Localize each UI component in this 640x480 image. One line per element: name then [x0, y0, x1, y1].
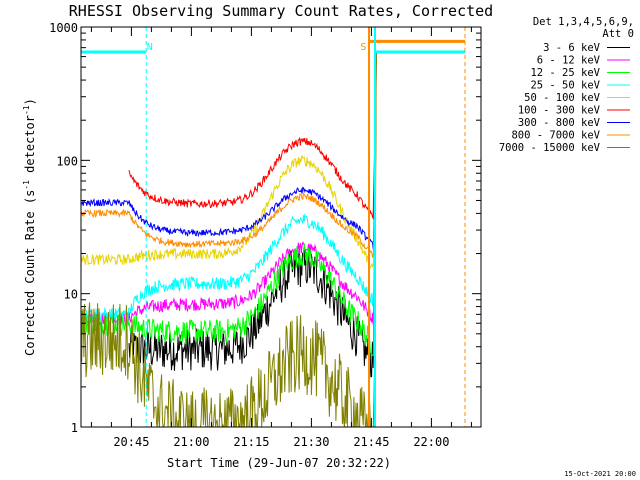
- series-line: [80, 51, 377, 429]
- x-axis: 20:45 21:00 21:15 21:30 21:45 22:00: [90, 27, 472, 449]
- chart-title: RHESSI Observing Summary Count Rates, Co…: [69, 2, 493, 20]
- x-tick-label: 22:00: [413, 435, 449, 449]
- series-line: [80, 51, 377, 250]
- legend-entry-label: 50 - 100 keV: [524, 92, 601, 104]
- x-tick-label: 21:00: [173, 435, 209, 449]
- legend-header-line1: Det 1,3,4,5,6,9,: [533, 16, 634, 28]
- flag-marker-label: S: [360, 42, 366, 53]
- y-tick-label: 1: [71, 421, 78, 435]
- y-axis: 1 10 100 1000: [49, 21, 481, 435]
- legend-entry-label: 3 - 6 keV: [543, 42, 601, 54]
- x-tick-label: 21:15: [233, 435, 269, 449]
- x-axis-label: Start Time (29-Jun-07 20:32:22): [167, 456, 391, 470]
- timestamp-stamp: 15-Oct-2021 20:00: [564, 470, 636, 478]
- legend-entry-label: 25 - 50 keV: [530, 80, 600, 92]
- legend-entry-label: 7000 - 15000 keV: [499, 142, 601, 154]
- plot-frame: [80, 26, 482, 428]
- legend-entry-label: 300 - 800 keV: [518, 117, 601, 129]
- x-tick-label: 20:45: [113, 435, 149, 449]
- y-tick-label: 1000: [49, 21, 78, 35]
- series-line: [80, 51, 377, 357]
- x-tick-label: 21:45: [353, 435, 389, 449]
- series-line: [80, 51, 377, 258]
- y-tick-label: 100: [56, 154, 78, 168]
- legend-header-line2: Att 0: [602, 28, 634, 40]
- legend-entry-label: 800 - 7000 keV: [511, 130, 600, 142]
- legend-entry-label: 100 - 300 keV: [518, 105, 601, 117]
- series-line: [80, 51, 377, 322]
- x-tick-label: 21:30: [293, 435, 329, 449]
- y-axis-label: Corrected Count Rate (s-1 detector-1): [22, 98, 37, 356]
- series-line: [80, 51, 377, 327]
- flag-marker-label: N: [147, 42, 153, 53]
- series-line: [80, 51, 377, 269]
- y-tick-label: 10: [64, 288, 78, 302]
- legend-entry-label: 12 - 25 keV: [530, 67, 600, 79]
- legend-entry-label: 6 - 12 keV: [537, 55, 601, 67]
- series-line: [128, 51, 377, 220]
